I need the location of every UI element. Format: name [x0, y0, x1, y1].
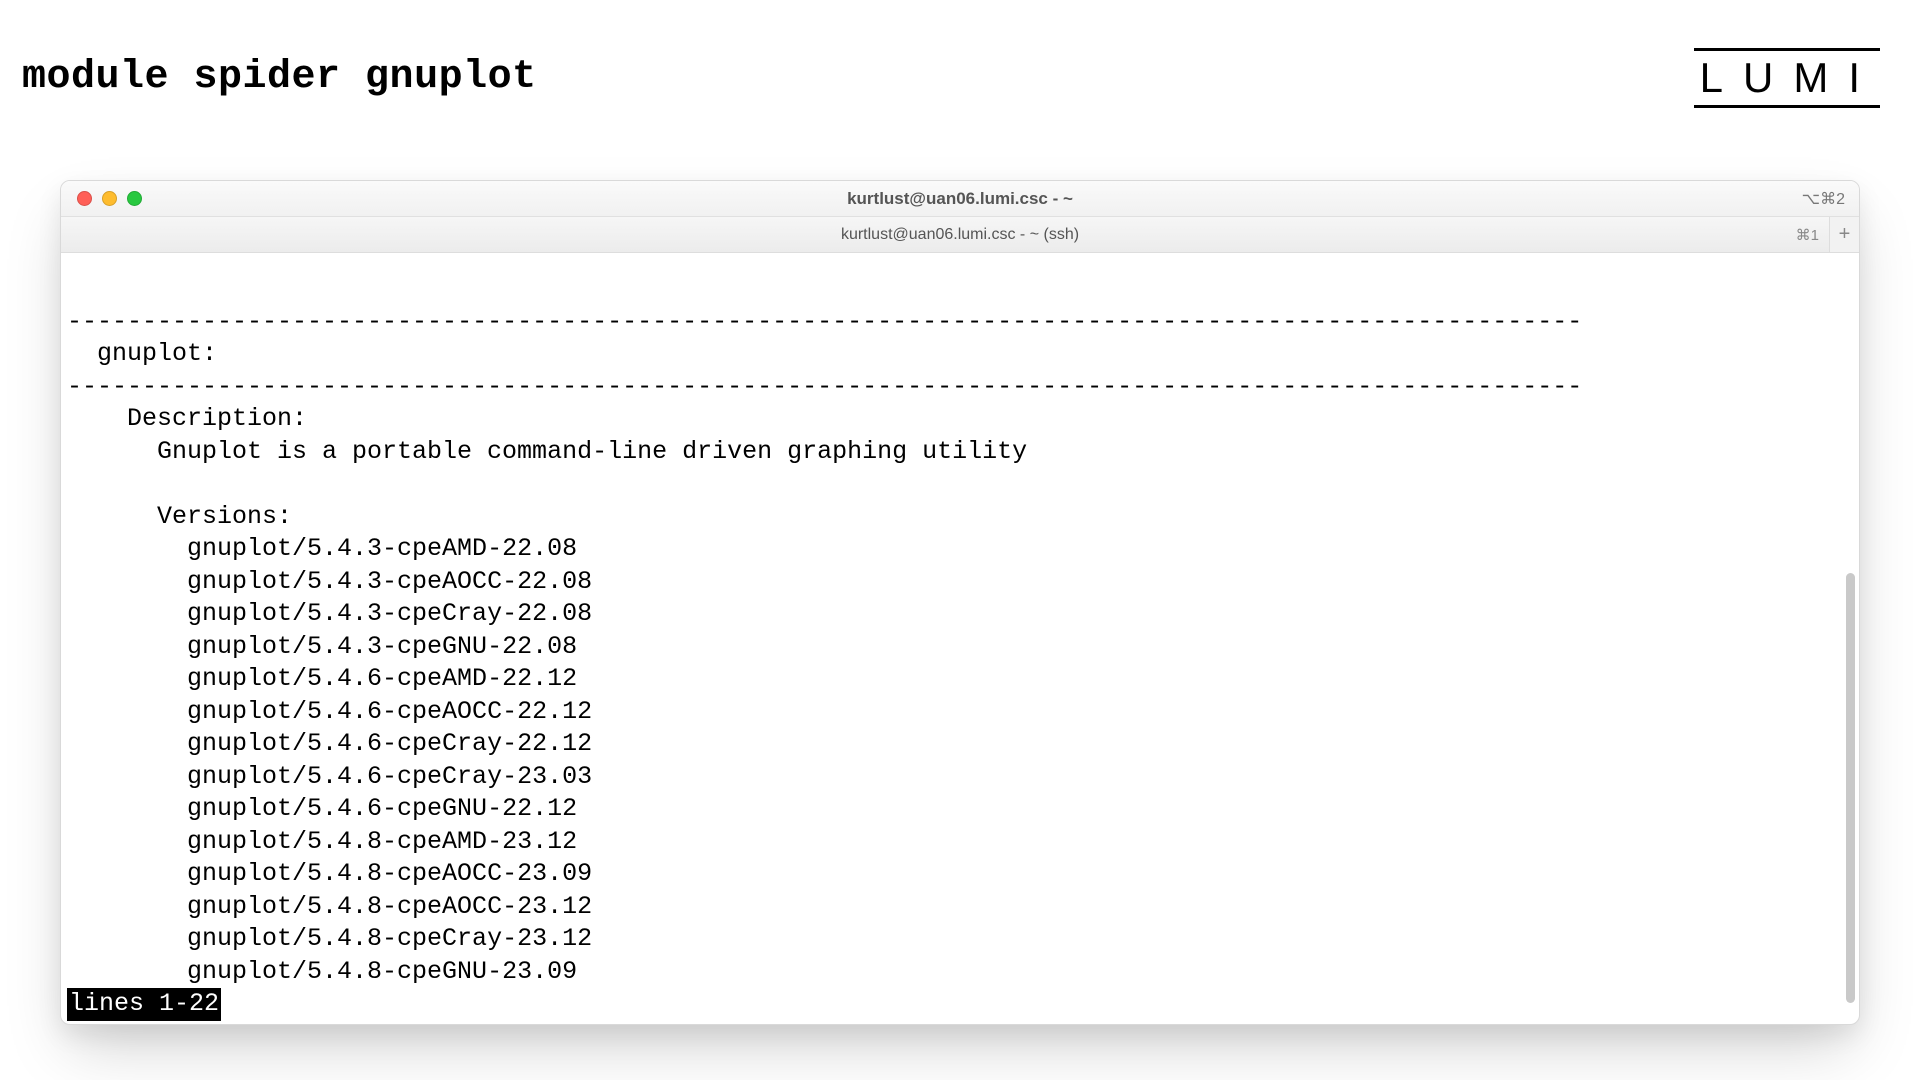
- plus-icon: +: [1839, 223, 1851, 246]
- pager-status: lines 1-22: [67, 988, 221, 1021]
- version-item: gnuplot/5.4.6-cpeGNU-22.12: [67, 793, 1853, 826]
- version-item: gnuplot/5.4.8-cpeAOCC-23.12: [67, 891, 1853, 924]
- description-text: Gnuplot is a portable command-line drive…: [67, 436, 1853, 469]
- version-item: gnuplot/5.4.6-cpeAMD-22.12: [67, 663, 1853, 696]
- separator-line: ----------------------------------------…: [67, 371, 1853, 404]
- tab-bar: kurtlust@uan06.lumi.csc - ~ (ssh) ⌘1 +: [61, 217, 1859, 253]
- version-item: gnuplot/5.4.8-cpeAMD-23.12: [67, 826, 1853, 859]
- version-item: gnuplot/5.4.3-cpeCray-22.08: [67, 598, 1853, 631]
- version-item: gnuplot/5.4.3-cpeAMD-22.08: [67, 533, 1853, 566]
- version-item: gnuplot/5.4.6-cpeCray-23.03: [67, 761, 1853, 794]
- blank-line: [67, 273, 1853, 306]
- version-item: gnuplot/5.4.8-cpeCray-23.12: [67, 923, 1853, 956]
- window-titlebar[interactable]: kurtlust@uan06.lumi.csc - ~ ⌥⌘2: [61, 181, 1859, 217]
- version-item: gnuplot/5.4.6-cpeCray-22.12: [67, 728, 1853, 761]
- separator-line: ----------------------------------------…: [67, 306, 1853, 339]
- terminal-output[interactable]: ----------------------------------------…: [61, 253, 1859, 1024]
- versions-list: gnuplot/5.4.3-cpeAMD-22.08gnuplot/5.4.3-…: [67, 533, 1853, 988]
- slide-title: module spider gnuplot: [22, 55, 537, 100]
- version-item: gnuplot/5.4.6-cpeAOCC-22.12: [67, 696, 1853, 729]
- version-item: gnuplot/5.4.8-cpeAOCC-23.09: [67, 858, 1853, 891]
- terminal-window: kurtlust@uan06.lumi.csc - ~ ⌥⌘2 kurtlust…: [60, 180, 1860, 1025]
- tab-shortcut-label: ⌘1: [1786, 226, 1829, 244]
- pager-line: lines 1-22: [67, 988, 1853, 1021]
- window-title: kurtlust@uan06.lumi.csc - ~: [61, 189, 1859, 209]
- scrollbar-thumb[interactable]: [1846, 573, 1855, 1003]
- version-item: gnuplot/5.4.3-cpeGNU-22.08: [67, 631, 1853, 664]
- tab-title[interactable]: kurtlust@uan06.lumi.csc - ~ (ssh): [61, 226, 1859, 244]
- new-tab-button[interactable]: +: [1829, 217, 1859, 252]
- window-shortcut-label: ⌥⌘2: [1802, 189, 1845, 209]
- versions-header: Versions:: [67, 501, 1853, 534]
- version-item: gnuplot/5.4.8-cpeGNU-23.09: [67, 956, 1853, 989]
- slide: module spider gnuplot LUMI kurtlust@uan0…: [0, 0, 1920, 1080]
- description-header: Description:: [67, 403, 1853, 436]
- module-name-line: gnuplot:: [67, 338, 1853, 371]
- tab-right-controls: ⌘1 +: [1786, 217, 1859, 252]
- version-item: gnuplot/5.4.3-cpeAOCC-22.08: [67, 566, 1853, 599]
- blank-line: [67, 468, 1853, 501]
- lumi-logo: LUMI: [1694, 48, 1880, 108]
